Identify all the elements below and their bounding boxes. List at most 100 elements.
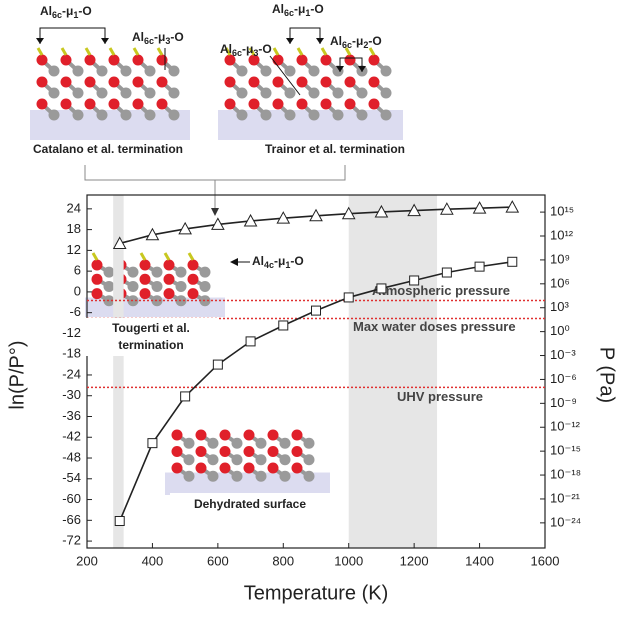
label-part: Al	[132, 30, 144, 44]
inset-caption: termination	[118, 338, 183, 352]
pointer-head	[101, 38, 109, 44]
y2-tick-label: 10³	[550, 299, 569, 314]
y-tick-label: -24	[62, 366, 81, 381]
pointer	[269, 55, 301, 96]
atom-o	[84, 98, 96, 110]
atom-al	[96, 87, 108, 99]
pointer-head	[36, 38, 44, 44]
atom-al	[207, 454, 219, 466]
atom-al	[303, 470, 315, 482]
marker-triangle	[505, 200, 520, 213]
inset-label: Al4c-μ1-O	[252, 254, 304, 270]
atom-al	[175, 266, 187, 278]
atom-o	[368, 98, 380, 110]
y-tick-label: 0	[74, 283, 81, 298]
label-part: 6c	[144, 36, 154, 46]
label-part: 6c	[342, 40, 352, 50]
y-tick-label: -12	[62, 325, 81, 340]
atom-o	[368, 54, 380, 66]
atom-o	[156, 76, 168, 88]
y2-tick-label: 10⁻²⁴	[550, 514, 581, 529]
connector	[84, 165, 346, 212]
y-axis-label: ln(P/P°)	[6, 340, 28, 409]
y2-tick-label: 10⁻¹²	[550, 419, 581, 434]
label-part: -O	[290, 254, 303, 268]
marker-triangle	[309, 208, 323, 222]
atom-al	[120, 87, 132, 99]
atom-o	[163, 259, 175, 271]
label-part: Al	[272, 2, 284, 16]
atom-o	[171, 462, 183, 474]
hydrogen	[296, 47, 304, 56]
marker-square	[441, 267, 452, 278]
inset-label: Al6c-μ3-O	[132, 30, 184, 46]
inset-label: Al6c-μ2-O	[330, 34, 382, 50]
label-part: Al	[252, 254, 264, 268]
x-axis-label: Temperature (K)	[244, 582, 389, 604]
atom-al	[284, 109, 296, 121]
y-tick-label: 18	[67, 221, 81, 236]
marker-square	[212, 359, 223, 370]
atom-o	[36, 54, 48, 66]
atom-al	[151, 266, 163, 278]
atom-al	[144, 87, 156, 99]
inset-caption: Catalano et al. termination	[33, 142, 183, 156]
marker-square	[474, 261, 485, 272]
atom-al	[356, 87, 368, 99]
label-part: -O	[258, 42, 271, 56]
caption-box	[85, 318, 217, 356]
atom-al	[231, 470, 243, 482]
label-part: 1	[285, 260, 290, 270]
caption-box	[170, 493, 330, 517]
atom-o	[243, 429, 255, 441]
label-part: Al	[40, 4, 52, 18]
atom-o	[163, 288, 175, 300]
marker-square	[278, 320, 289, 331]
marker-square	[114, 516, 125, 527]
marker-triangle	[374, 204, 389, 218]
marker-triangle	[341, 206, 356, 220]
hydrogen	[91, 252, 99, 261]
atom-o	[84, 54, 96, 66]
label-part: -O	[170, 30, 183, 44]
atom-al	[303, 437, 315, 449]
atom-o	[132, 76, 144, 88]
atom-o	[291, 429, 303, 441]
atom-al	[183, 470, 195, 482]
label-part: 2	[363, 40, 368, 50]
atom-o	[224, 76, 236, 88]
atom-al	[236, 65, 248, 77]
y-tick-label: -30	[62, 387, 81, 402]
marker-square	[311, 305, 321, 316]
label-part: -O	[368, 34, 381, 48]
marker-triangle	[407, 203, 421, 217]
atom-al	[120, 65, 132, 77]
atom-al	[183, 454, 195, 466]
hydrogen	[132, 47, 140, 56]
atom-al	[96, 109, 108, 121]
y2-tick-label: 10⁰	[550, 323, 570, 338]
atom-o	[243, 446, 255, 457]
atom-o	[195, 462, 207, 474]
label-part: -μ	[154, 30, 165, 44]
atom-o	[139, 273, 151, 285]
plot-frame	[86, 194, 546, 549]
atom-al	[144, 109, 156, 121]
atom-o	[224, 98, 236, 110]
atom-al	[72, 109, 84, 121]
atom-al	[332, 87, 344, 99]
y-tick-label: -60	[62, 491, 81, 506]
marker-triangle	[211, 217, 225, 230]
atom-al	[332, 109, 344, 121]
marker-triangle	[112, 236, 127, 249]
x-tick-label: 800	[272, 553, 294, 568]
inset-label: Al6c-μ1-O	[40, 4, 92, 20]
label-part: 6c	[232, 48, 242, 58]
hydrogen	[320, 47, 328, 56]
atom-o	[272, 54, 284, 66]
atom-al	[279, 454, 291, 466]
atom-o	[187, 288, 199, 300]
atom-al	[168, 109, 180, 121]
y-tick-label: -72	[62, 533, 81, 548]
y-tick-label: 24	[67, 200, 81, 215]
